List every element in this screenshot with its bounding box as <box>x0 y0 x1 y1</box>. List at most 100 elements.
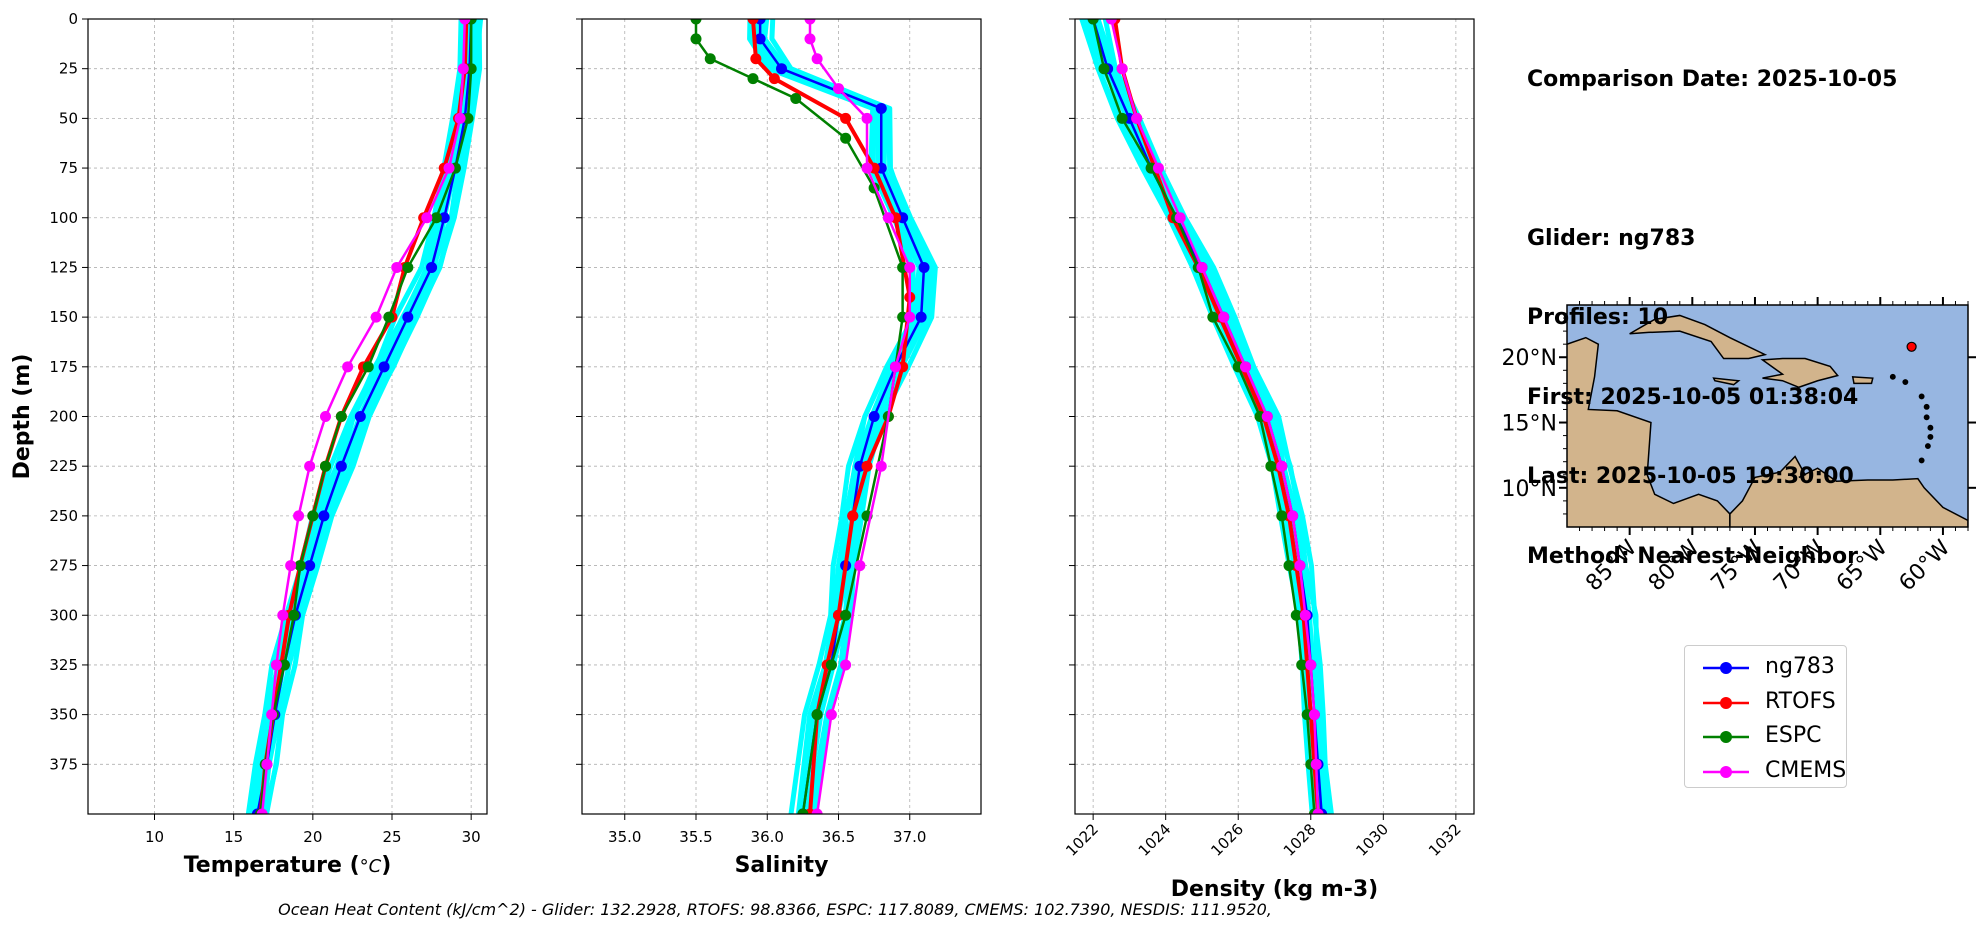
series-point-cmems <box>882 212 894 224</box>
series-point-rtofs <box>847 510 859 522</box>
series-point-cmems <box>1131 112 1143 124</box>
land-cuba <box>1629 314 1768 360</box>
series-point-cmems <box>904 311 916 323</box>
y-tick-label: 325 <box>49 656 78 674</box>
y-tick-label: 300 <box>49 606 78 624</box>
series-point-espc <box>1265 460 1277 472</box>
series-point-cmems <box>804 33 816 45</box>
y-tick-label: 375 <box>49 755 78 773</box>
legend-item-espc: ESPC <box>1695 721 1836 756</box>
series-point-espc <box>402 261 414 273</box>
land-jamaica <box>1712 377 1741 386</box>
series-point-ng783 <box>776 63 787 75</box>
y-tick-label: 75 <box>59 159 78 177</box>
x-tick-label: 35.5 <box>679 828 712 846</box>
y-tick-label: 125 <box>49 258 78 276</box>
series-point-ng783 <box>318 510 330 522</box>
series-point-espc <box>747 73 759 85</box>
island-dot <box>1902 379 1909 385</box>
series-point-cmems <box>1196 261 1208 273</box>
series-point-cmems <box>833 83 844 95</box>
legend-label: CMEMS <box>1765 757 1847 783</box>
x-tick-label: 1024 <box>1135 820 1175 860</box>
series-point-ng783 <box>304 560 316 572</box>
y-tick-label: 50 <box>59 109 78 127</box>
series-point-cmems <box>875 460 887 472</box>
series-point-cmems <box>457 63 469 75</box>
series-point-cmems <box>421 212 433 224</box>
legend-swatch-ng783 <box>1703 662 1749 674</box>
series-point-espc <box>1283 560 1295 572</box>
series-point-cmems <box>1310 758 1322 770</box>
series-point-espc <box>1207 311 1219 323</box>
series-point-cmems <box>261 758 273 770</box>
series-point-cmems <box>890 361 901 373</box>
y-tick-label: 175 <box>49 358 78 376</box>
legend-label: ESPC <box>1765 723 1822 748</box>
series-point-espc <box>825 659 837 671</box>
series-point-ng783 <box>378 361 390 373</box>
series-point-espc <box>1098 63 1110 75</box>
series-point-ng783 <box>868 411 880 422</box>
glider-profile-line <box>262 19 483 814</box>
series-point-espc <box>1116 112 1128 124</box>
y-tick-label: 275 <box>49 557 78 575</box>
location-map: 85°W 80°W 75°W 70°W 65°W 60°W20°N15°N10°N <box>1502 297 1976 596</box>
series-point-cmems <box>370 311 382 323</box>
y-tick-label: 25 <box>59 60 78 78</box>
x-tick-label: 20 <box>303 828 322 846</box>
series-point-cmems <box>443 162 455 174</box>
plot-area <box>245 19 484 814</box>
series-point-espc <box>278 659 290 671</box>
series-point-espc <box>797 808 809 814</box>
x-tick-label: 1032 <box>1425 820 1465 860</box>
series-point-cmems <box>270 659 282 671</box>
series-point-espc <box>335 411 347 422</box>
profile-count: Profiles: 10 <box>1527 305 1669 330</box>
map-lat-label: 10°N <box>1502 477 1557 502</box>
island-dot <box>1923 403 1930 410</box>
series-point-cmems <box>1287 510 1299 522</box>
paren-close: ) <box>381 853 391 878</box>
series-point-ng783 <box>875 102 887 114</box>
island-dot <box>1918 393 1925 400</box>
series-point-ng783 <box>438 212 450 224</box>
ohc-footer: Ocean Heat Content (kJ/cm^2) - Glider: 1… <box>278 900 1272 919</box>
y-tick-label: 150 <box>49 308 78 326</box>
map-lon-label: 60°W <box>1895 535 1956 596</box>
series-point-espc <box>307 510 319 522</box>
series-point-cmems <box>1174 212 1186 224</box>
x-axis-label: Temperature (°C) <box>184 853 392 878</box>
series-point-cmems <box>320 411 331 422</box>
series-point-espc <box>430 212 442 224</box>
x-tick-label: 36.5 <box>822 828 855 846</box>
x-tick-label: 10 <box>145 828 164 846</box>
series-point-cmems <box>277 609 289 621</box>
x-tick-label: 35.0 <box>608 828 641 846</box>
map-lat-label: 20°N <box>1502 346 1557 371</box>
legend-swatch-espc <box>1703 731 1749 743</box>
legend-swatch-cmems <box>1703 765 1749 778</box>
series-point-espc <box>362 361 374 373</box>
x-tick-label: 1030 <box>1352 820 1392 860</box>
series-point-cmems <box>811 53 823 65</box>
series-point-cmems <box>1152 162 1164 174</box>
degree-unit: °C <box>360 856 382 877</box>
island-dot <box>1927 424 1934 431</box>
series-point-cmems <box>1299 609 1311 621</box>
series-point-espc <box>704 53 716 65</box>
series-point-cmems <box>840 659 852 671</box>
island-dot <box>1889 373 1896 380</box>
series-point-ng783 <box>915 311 927 323</box>
series-point-espc <box>1276 510 1288 522</box>
y-tick-label: 200 <box>49 408 78 426</box>
x-tick-label: 25 <box>382 828 401 846</box>
series-point-ng783 <box>354 411 366 422</box>
glider-profile-line <box>264 19 484 814</box>
map-lat-label: 15°N <box>1502 412 1557 437</box>
series-point-espc <box>790 93 802 104</box>
series-point-cmems <box>825 709 837 721</box>
legend-item-ng783: ng783 <box>1695 652 1836 687</box>
x-tick-label: 30 <box>462 828 481 846</box>
series-point-cmems <box>391 261 403 273</box>
